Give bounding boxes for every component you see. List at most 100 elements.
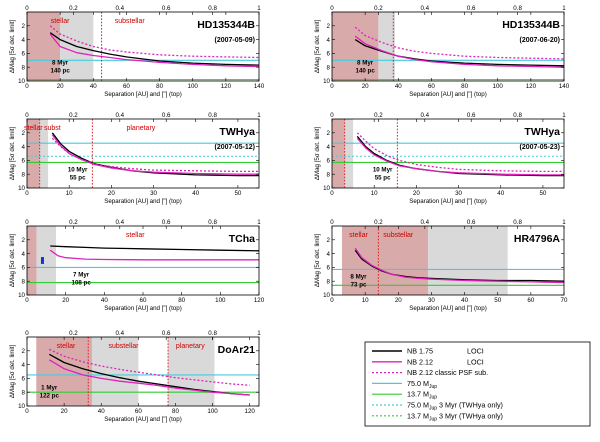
y-axis-title: ΔMag [5σ det. limit] [314, 20, 321, 74]
x-tick-label: 80 [156, 83, 163, 90]
y-tick-label: 6 [22, 265, 26, 272]
age-label: 7 Myr [73, 271, 90, 278]
x-tick-label: 10 [371, 190, 378, 197]
panel-frame [26, 118, 260, 189]
distance-label: 140 pc [51, 67, 71, 74]
region-stellar [27, 119, 40, 188]
legend-subscript: Jup [429, 416, 437, 422]
y-tick-label: 2 [327, 237, 331, 244]
x-tick-label: 80 [178, 297, 185, 304]
x-tick-label: 40 [98, 408, 105, 415]
top-tick-label: 0.2 [374, 219, 383, 226]
top-tick-label: 0.2 [69, 219, 78, 226]
plot-area [332, 119, 564, 188]
top-tick-label: 1 [257, 219, 261, 226]
legend-label-4: 13.7 MJup [407, 390, 437, 401]
x-axis-title: Separation [AU] and ["] (top) [104, 305, 182, 312]
x-tick-label: 100 [207, 408, 218, 415]
x-tick-label: 100 [493, 83, 504, 90]
top-tick-label: 0.4 [115, 219, 124, 226]
region-label: stellar [126, 232, 145, 239]
y-tick-label: 10 [323, 292, 330, 299]
region-stellar [36, 337, 92, 406]
x-tick-label: 40 [192, 190, 199, 197]
panel-frame [26, 336, 260, 407]
panel-frame [331, 225, 565, 296]
top-tick-label: 0.6 [467, 219, 476, 226]
panel-frame [26, 11, 260, 82]
top-tick-label: 0.6 [162, 219, 171, 226]
x-tick-label: 70 [561, 297, 568, 304]
region-label: substellar [383, 232, 414, 239]
y-tick-label: 2 [22, 237, 26, 244]
x-tick-label: 80 [172, 408, 179, 415]
region-substellar [36, 226, 56, 295]
x-tick-label: 40 [461, 297, 468, 304]
legend-label-3: 75.0 MJup [407, 379, 437, 390]
y-tick-label: 10 [18, 292, 25, 299]
series-line-1 [51, 134, 259, 175]
legend-main: 13.7 M [407, 390, 429, 399]
x-tick-label: 0 [330, 297, 334, 304]
series-line-2 [356, 132, 564, 173]
top-tick-label: 1 [562, 5, 566, 12]
x-tick-label: 50 [494, 297, 501, 304]
legend-suffix: 3 Myr (TWHya only) [437, 411, 503, 420]
series-line-2 [49, 25, 259, 59]
region-subst [39, 119, 49, 188]
x-axis-title: Separation [AU] and ["] (top) [104, 198, 182, 205]
distance-label: 140 pc [356, 67, 376, 74]
legend-frame [364, 341, 591, 427]
top-tick-label: 0.2 [374, 112, 383, 119]
top-tick-label: 1 [562, 112, 566, 119]
plot-area [27, 226, 259, 295]
top-tick-label: 0.8 [513, 5, 522, 12]
legend: NB 1.75 LOCI NB 2.12 LOCI NB 2.12 classic PS… [364, 341, 591, 427]
y-tick-label: 8 [327, 278, 331, 285]
y-tick-label: 6 [327, 265, 331, 272]
chart-panel-1: 0 20 40 60 80 100 120 140 0 0.2 0.4 0.6 0.8 1 2 4 6 8 10 Se… [314, 5, 570, 98]
region-label: stellar [24, 125, 43, 132]
x-tick-label: 20 [62, 297, 69, 304]
region-label: planetary [126, 125, 155, 132]
region-label: substellar [109, 343, 140, 350]
plot-area [27, 12, 259, 81]
panel-title: DoAr21 [218, 344, 256, 356]
x-tick-label: 0 [330, 83, 334, 90]
region-label: stellar [349, 232, 368, 239]
top-tick-label: 0.2 [69, 330, 78, 337]
top-tick-label: 0.4 [420, 5, 429, 12]
x-tick-label: 40 [395, 83, 402, 90]
region-label: stellar [51, 18, 70, 25]
x-tick-label: 30 [428, 297, 435, 304]
series-line-0 [49, 32, 259, 66]
y-tick-label: 10 [323, 78, 330, 85]
y-tick-label: 2 [327, 130, 331, 137]
y-tick-label: 4 [327, 37, 331, 44]
plot-area [332, 12, 564, 81]
x-tick-label: 120 [526, 83, 537, 90]
x-tick-label: 60 [140, 297, 147, 304]
top-tick-label: 0.8 [208, 112, 217, 119]
age-label: 1 Myr [41, 384, 58, 391]
y-axis-title: ΔMag [5σ det. limit] [9, 234, 16, 288]
top-tick-label: 0.4 [115, 5, 124, 12]
region-label: stellar [57, 343, 76, 350]
legend-subscript: Jup [429, 384, 437, 390]
top-tick-label: 0 [25, 219, 29, 226]
x-tick-label: 60 [123, 83, 130, 90]
series-line-2 [49, 348, 250, 386]
x-tick-label: 30 [455, 190, 462, 197]
region-subst [344, 119, 354, 188]
panel-title: HD135344B [197, 19, 255, 31]
x-tick-label: 40 [497, 190, 504, 197]
legend-suffix: 3 Myr (TWHya only) [437, 401, 503, 410]
distance-label: 73 pc [351, 281, 367, 288]
y-tick-label: 2 [22, 130, 26, 137]
y-tick-label: 4 [22, 37, 26, 44]
x-tick-label: 40 [90, 83, 97, 90]
top-tick-label: 0.4 [420, 112, 429, 119]
region-stellar [27, 226, 37, 295]
y-tick-label: 8 [327, 171, 331, 178]
region-stellar [27, 12, 61, 81]
